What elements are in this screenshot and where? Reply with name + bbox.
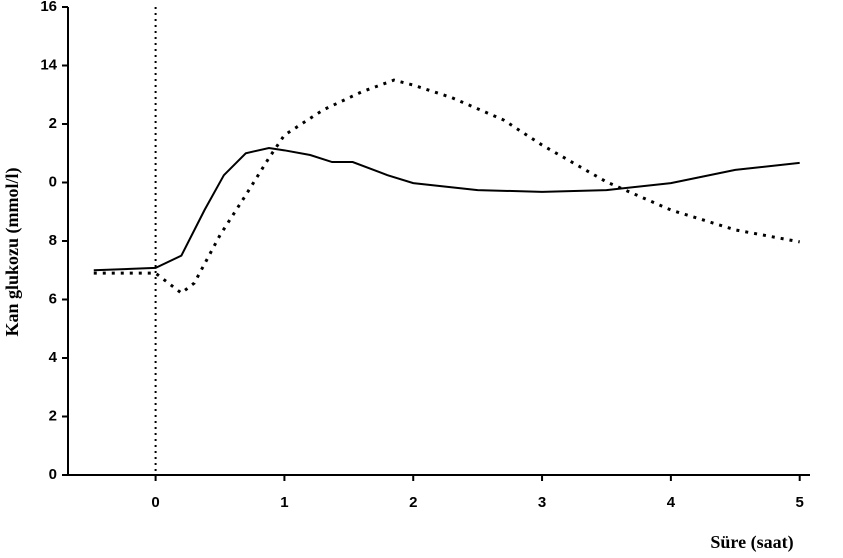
x-tick-label: 3 (538, 494, 546, 511)
y-tick-label: 4 (49, 349, 58, 366)
y-tick-label: 2 (49, 407, 57, 424)
y-tick-label: 8 (49, 232, 57, 249)
y-tick-label: 0 (49, 466, 57, 483)
y-tick-label: 2 (49, 115, 57, 132)
y-tick-label: 0 (49, 173, 57, 190)
data-line (93, 78, 800, 295)
y-axis-label: Kan glukozu (mmol/l) (2, 167, 23, 336)
y-tick-label: 14 (40, 56, 57, 73)
x-tick-label: 4 (667, 494, 676, 511)
x-axis-label: Süre (saat) (710, 532, 793, 553)
x-tick-label: 1 (280, 494, 288, 511)
x-tick-label: 2 (409, 494, 417, 511)
data-line (93, 146, 800, 272)
x-tick-label: 0 (151, 494, 159, 511)
x-tick-label: 5 (796, 494, 804, 511)
y-tick-label: 6 (49, 290, 57, 307)
y-tick-label: 16 (40, 0, 57, 15)
